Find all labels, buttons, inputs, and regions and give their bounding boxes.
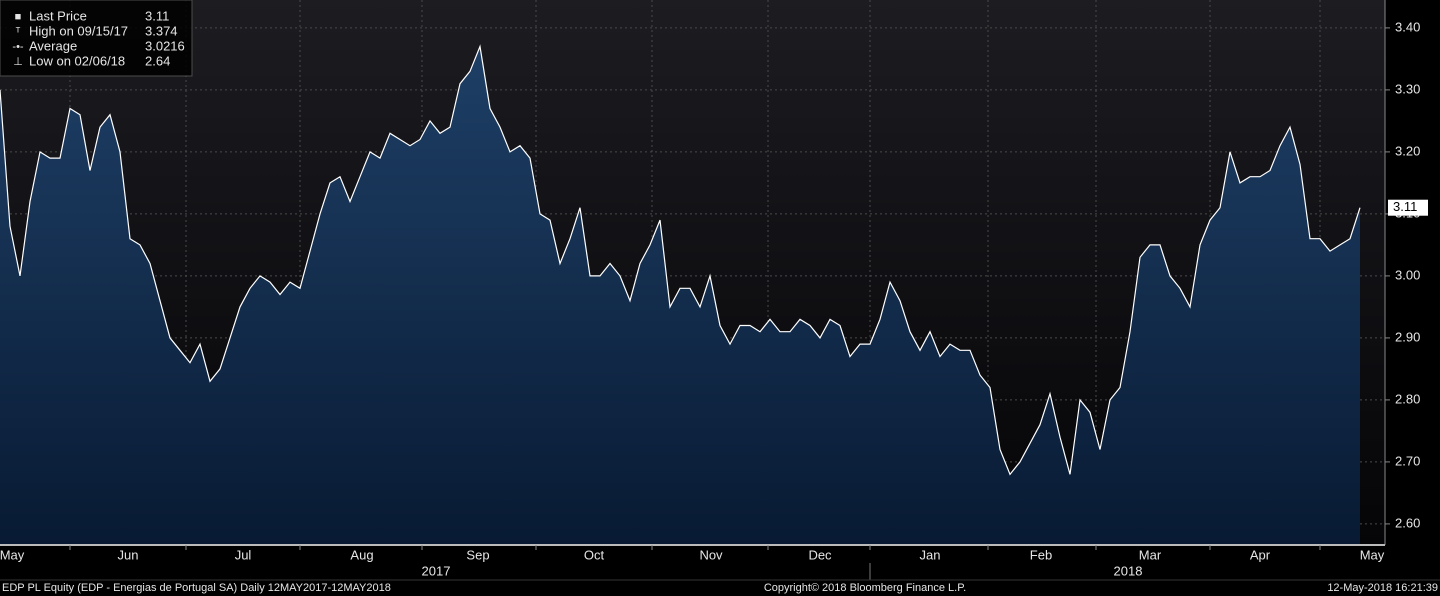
legend-name: Last Price	[29, 8, 87, 23]
y-tick-label: 3.00	[1395, 267, 1420, 282]
x-tick-label: Mar	[1139, 547, 1162, 562]
legend-value: 3.0216	[145, 38, 185, 53]
legend-name: Average	[29, 38, 77, 53]
y-tick-label: 3.40	[1395, 19, 1420, 34]
legend-symbol: ⊥	[13, 56, 23, 68]
footer-right: 12-May-2018 16:21:39	[1327, 582, 1438, 594]
x-tick-label: Sep	[466, 547, 489, 562]
x-tick-label: Oct	[584, 547, 605, 562]
legend-value: 2.64	[145, 53, 170, 68]
last-price-box	[1388, 199, 1428, 216]
y-tick-label: 2.60	[1395, 515, 1420, 530]
legend-name: High on 09/15/17	[29, 23, 128, 38]
y-tick-label: 2.80	[1395, 391, 1420, 406]
legend-symbol: ᵀ	[16, 26, 21, 38]
x-tick-label: Jul	[235, 547, 252, 562]
line	[0, 44, 1361, 476]
x-tick-label: Jun	[118, 547, 139, 562]
year-label: 2018	[1114, 563, 1143, 578]
x-tick-label: Feb	[1030, 547, 1052, 562]
x-tick-label: Apr	[1250, 547, 1271, 562]
legend-value: 3.374	[145, 23, 178, 38]
x-tick-label: Jan	[920, 547, 941, 562]
legend-value: 3.11	[145, 8, 169, 23]
legend-symbol: -•-	[12, 41, 24, 53]
y-tick-label: 2.70	[1395, 453, 1420, 468]
x-tick-label: May	[1360, 547, 1385, 562]
x-tick-label: Dec	[808, 547, 832, 562]
y-tick-label: 3.30	[1395, 81, 1420, 96]
x-tick-label: May	[0, 547, 25, 562]
legend-box	[0, 0, 193, 77]
y-tick-label: 3.20	[1395, 143, 1420, 158]
legend-symbol: ■	[15, 11, 22, 23]
y-tick-label: 2.90	[1395, 329, 1420, 344]
area	[0, 46, 1360, 545]
x-tick-label: Nov	[699, 547, 723, 562]
footer-left: EDP PL Equity (EDP - Energias de Portuga…	[2, 582, 391, 594]
footer-center: Copyright© 2018 Bloomberg Finance L.P.	[764, 582, 966, 594]
legend-name: Low on 02/06/18	[29, 53, 125, 68]
x-tick-label: Aug	[350, 547, 373, 562]
last-price-label: 3.11	[1393, 199, 1417, 214]
year-label: 2017	[422, 563, 451, 578]
